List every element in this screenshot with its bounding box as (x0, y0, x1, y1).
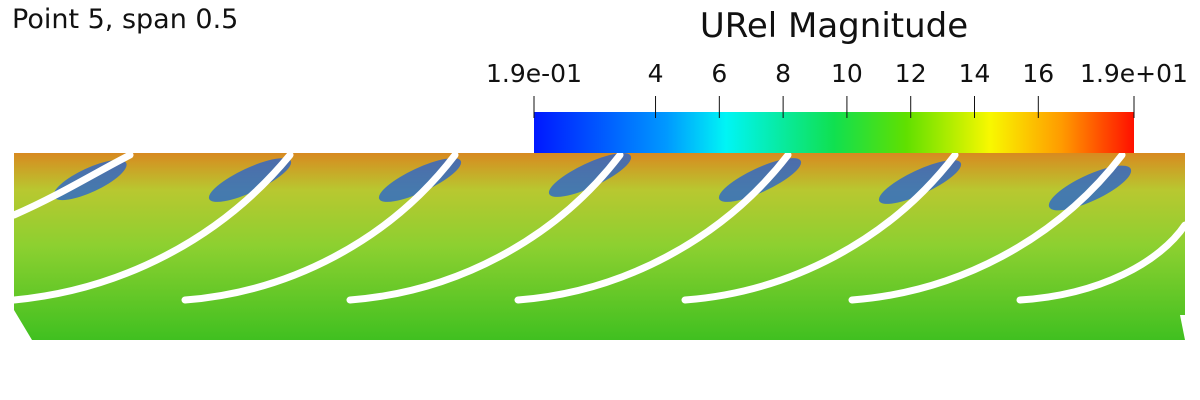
colorbar-ticks: 1.9e-01 4 6 8 10 12 14 16 1.9e+01 (486, 59, 1188, 118)
tick-label: 6 (711, 59, 727, 88)
tick-label: 1.9e+01 (1080, 59, 1188, 88)
tick-label: 1.9e-01 (486, 59, 582, 88)
tick-label: 12 (895, 59, 927, 88)
colorbar-title: URel Magnitude (700, 6, 968, 46)
view-label: Point 5, span 0.5 (12, 4, 238, 35)
tick-label: 14 (959, 59, 991, 88)
flow-field (10, 151, 1189, 340)
tick-label: 8 (775, 59, 791, 88)
tick-label: 10 (831, 59, 863, 88)
tick-label: 16 (1022, 59, 1054, 88)
colorbar (534, 112, 1134, 153)
tick-label: 4 (648, 59, 664, 88)
